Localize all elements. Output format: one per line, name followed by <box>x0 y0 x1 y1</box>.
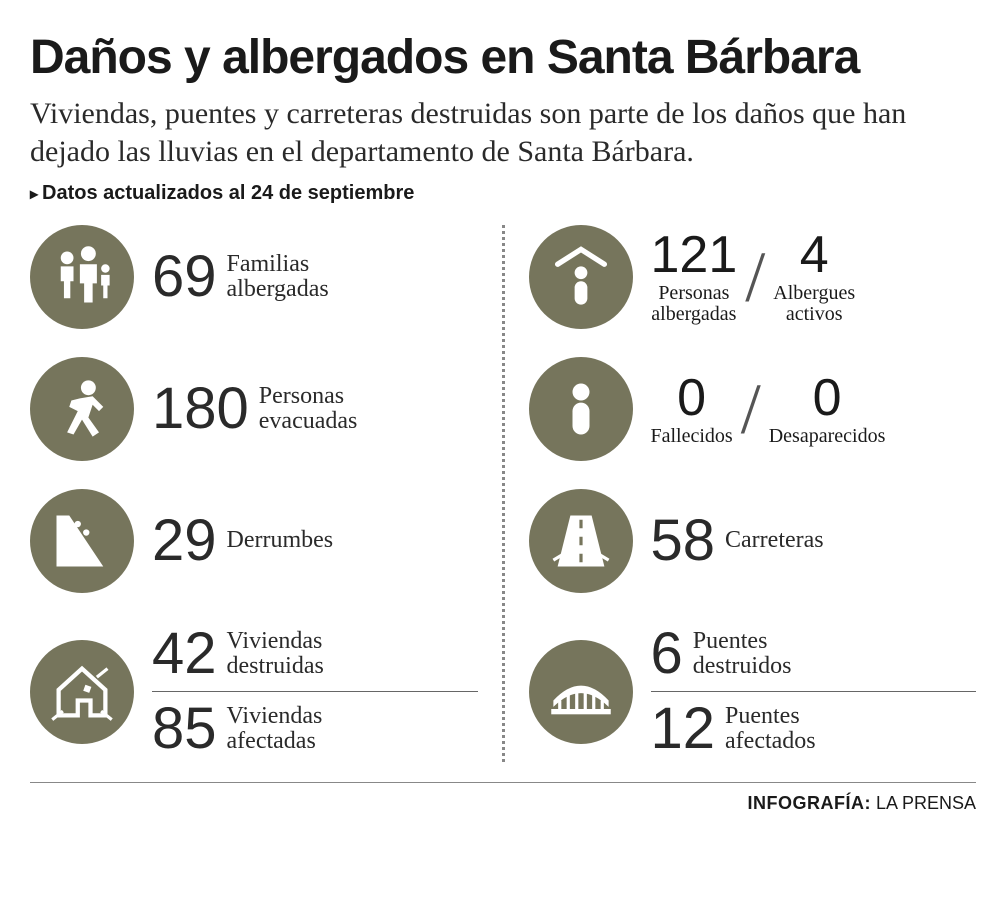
stat-label: Viviendasdestruidas <box>227 629 324 679</box>
stat-value: 42 <box>152 625 217 683</box>
credit-source: LA PRENSA <box>876 793 976 813</box>
stat-label: Alberguesactivos <box>773 283 855 325</box>
stat-value: 12 <box>651 700 716 758</box>
stat-derrumbes: 29 Derrumbes <box>30 489 478 593</box>
stat-label: Personasevacuadas <box>259 384 358 434</box>
stat-label: Puentesafectados <box>725 704 816 754</box>
stat-value: 85 <box>152 700 217 758</box>
stat-label: Viviendasafectadas <box>227 704 323 754</box>
damaged-house-icon <box>30 640 134 744</box>
column-left: 69 Familiasalbergadas 180 Personasevacua… <box>30 225 498 762</box>
person-icon <box>529 357 633 461</box>
slash-divider: / <box>733 368 769 451</box>
stat-value: 180 <box>152 380 249 438</box>
stat-label: Personasalbergadas <box>651 283 736 325</box>
stat-label: Desaparecidos <box>769 426 886 447</box>
running-person-icon <box>30 357 134 461</box>
stat-value: 121 <box>651 229 738 281</box>
family-icon <box>30 225 134 329</box>
stat-fallecidos-desaparecidos: 0 Fallecidos / 0 Desaparecidos <box>529 357 977 461</box>
stat-value: 58 <box>651 512 716 570</box>
stat-value: 69 <box>152 248 217 306</box>
stat-value: 29 <box>152 512 217 570</box>
stat-value: 6 <box>651 625 683 683</box>
stat-label: Fallecidos <box>651 426 733 447</box>
stat-value: 4 <box>800 229 829 281</box>
credit-line: INFOGRAFÍA: LA PRENSA <box>30 793 976 814</box>
stat-value: 0 <box>677 372 706 424</box>
bridge-icon <box>529 640 633 744</box>
date-note: Datos actualizados al 24 de septiembre <box>30 182 976 205</box>
credit-label: INFOGRAFÍA: <box>747 793 870 813</box>
slash-divider: / <box>737 236 773 319</box>
shelter-person-icon <box>529 225 633 329</box>
column-divider <box>502 225 505 762</box>
infographic-title: Daños y albergados en Santa Bárbara <box>30 30 976 85</box>
columns-wrapper: 69 Familiasalbergadas 180 Personasevacua… <box>30 225 976 783</box>
column-right: 121 Personasalbergadas / 4 Alberguesacti… <box>509 225 977 762</box>
stat-label: Puentesdestruidos <box>693 629 792 679</box>
divider-line <box>152 691 478 692</box>
stat-personas-evacuadas: 180 Personasevacuadas <box>30 357 478 461</box>
stat-carreteras: 58 Carreteras <box>529 489 977 593</box>
stat-albergadas-albergues: 121 Personasalbergadas / 4 Alberguesacti… <box>529 225 977 329</box>
stat-value: 0 <box>813 372 842 424</box>
stat-label: Familiasalbergadas <box>227 252 329 302</box>
infographic-subtitle: Viviendas, puentes y carreteras destruid… <box>30 95 976 170</box>
stat-label: Carreteras <box>725 528 824 553</box>
stat-viviendas: 42 Viviendasdestruidas 85 Viviendasafect… <box>30 621 478 762</box>
road-icon <box>529 489 633 593</box>
stat-puentes: 6 Puentesdestruidos 12 Puentesafectados <box>529 621 977 762</box>
landslide-icon <box>30 489 134 593</box>
stat-familias-albergadas: 69 Familiasalbergadas <box>30 225 478 329</box>
divider-line <box>651 691 977 692</box>
stat-label: Derrumbes <box>227 528 334 553</box>
